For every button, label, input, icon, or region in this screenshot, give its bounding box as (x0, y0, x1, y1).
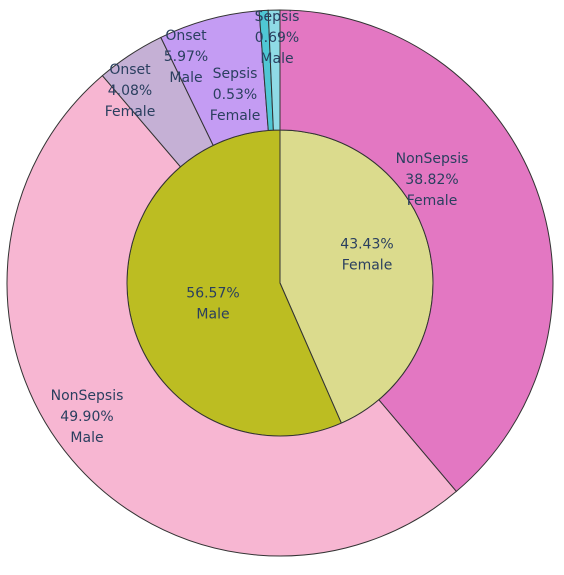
segment-label: NonSepsis (396, 151, 469, 167)
segment-label: Onset (109, 62, 151, 78)
segment-label: 0.69% (255, 30, 299, 46)
segment-label: 43.43% (340, 237, 393, 253)
segment (6, 74, 458, 557)
segment-label: Female (342, 258, 393, 274)
segment-label: 38.82% (405, 172, 458, 188)
segment-label: Female (407, 193, 458, 209)
segment-label: 5.97% (164, 49, 208, 65)
segment (279, 9, 554, 493)
segment-label: Male (196, 307, 229, 323)
segment-label: Sepsis (255, 9, 300, 25)
segment-label: Male (260, 51, 293, 67)
segment-label: Female (210, 108, 261, 124)
segment-label: Onset (165, 28, 207, 44)
segment-label: 4.08% (108, 83, 152, 99)
segment-label: Male (169, 70, 202, 86)
segment-label: Female (105, 104, 156, 120)
segment-label: 49.90% (60, 409, 113, 425)
segment-label: Sepsis (213, 66, 258, 82)
segment-label: 56.57% (186, 286, 239, 302)
segment-label: NonSepsis (51, 388, 124, 404)
segment (267, 9, 281, 131)
segment-label: Male (70, 430, 103, 446)
segment-label: 0.53% (213, 87, 257, 103)
